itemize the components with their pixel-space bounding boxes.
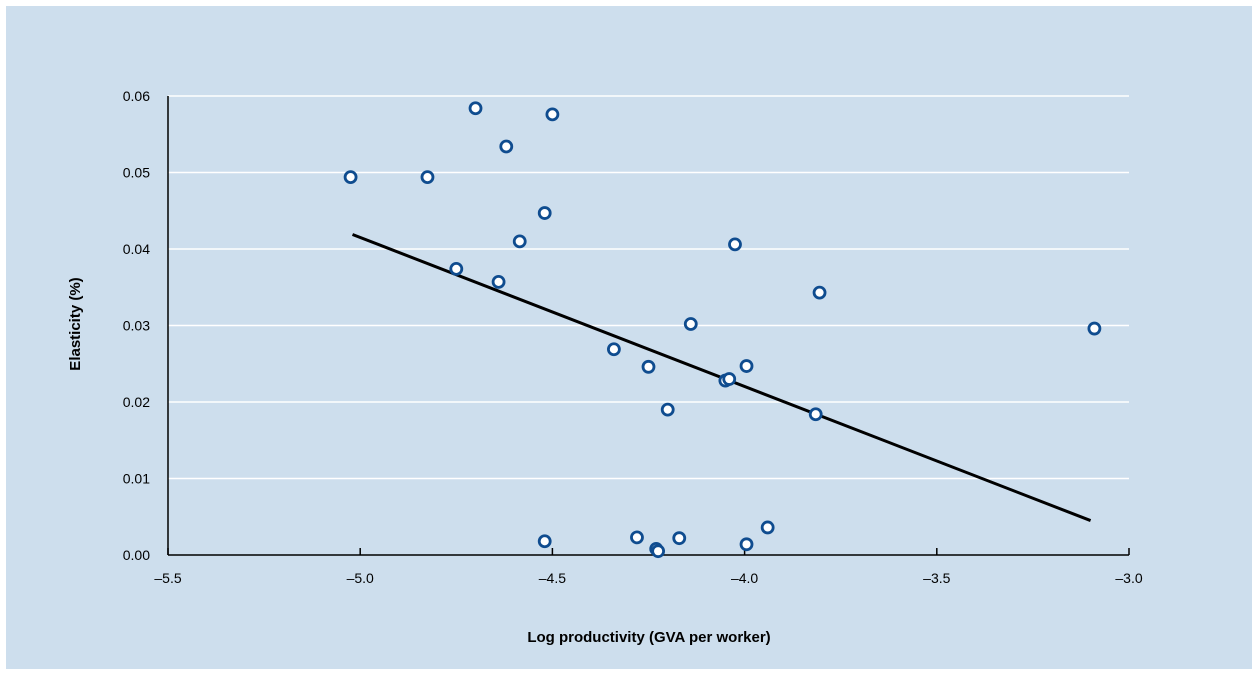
y-tick-label: 0.04 — [123, 241, 150, 257]
axes — [167, 96, 1130, 556]
data-point — [739, 537, 754, 552]
x-tick-label: –3.5 — [923, 570, 950, 586]
data-point — [537, 534, 552, 549]
data-point — [672, 531, 687, 546]
x-tick-label: –5.0 — [347, 570, 374, 586]
data-point — [512, 234, 527, 249]
data-point — [449, 261, 464, 276]
data-point — [660, 402, 675, 417]
chart-panel: –5.5 –5.0 –4.5 –4.0 –3.5 –3.0 0.00 0.01 0.02 0.03… — [6, 6, 1252, 669]
data-point — [760, 520, 775, 535]
data-point — [607, 342, 621, 357]
data-point — [812, 285, 827, 300]
data-point — [641, 359, 656, 374]
data-point — [808, 407, 823, 422]
data-point — [537, 206, 552, 220]
y-tick-label: 0.01 — [123, 471, 150, 487]
data-point — [1087, 321, 1102, 336]
data-point — [499, 139, 514, 154]
y-tick-label: 0.06 — [123, 88, 150, 104]
x-tick-label: –3.0 — [1115, 570, 1142, 586]
x-tick-label: –4.5 — [539, 570, 566, 586]
data-point — [728, 237, 742, 252]
data-point — [739, 359, 754, 373]
scatter-chart: –5.5 –5.0 –4.5 –4.0 –3.5 –3.0 0.00 0.01 0.02 0.03… — [67, 88, 1143, 646]
data-point — [683, 317, 698, 331]
y-tick-label: 0.03 — [123, 318, 150, 334]
x-tick-label: –5.5 — [154, 570, 181, 586]
data-points — [343, 101, 1102, 559]
data-point — [545, 107, 560, 122]
tick-labels: –5.5 –5.0 –4.5 –4.0 –3.5 –3.0 0.00 0.01 0.02 0.03… — [123, 88, 1143, 586]
data-point — [420, 170, 435, 184]
gridlines — [168, 95, 1129, 480]
data-point — [491, 274, 506, 289]
y-tick-label: 0.02 — [123, 394, 150, 410]
data-point — [343, 170, 358, 184]
y-tick-label: 0.05 — [123, 165, 150, 181]
x-tick-label: –4.0 — [731, 570, 758, 586]
x-axis-title: Log productivity (GVA per worker) — [527, 629, 770, 646]
data-point — [722, 372, 737, 386]
y-axis-title: Elasticity (%) — [67, 277, 84, 370]
y-tick-label: 0.00 — [123, 547, 150, 563]
data-point — [651, 544, 666, 559]
data-point — [630, 530, 644, 545]
data-point — [468, 101, 483, 116]
